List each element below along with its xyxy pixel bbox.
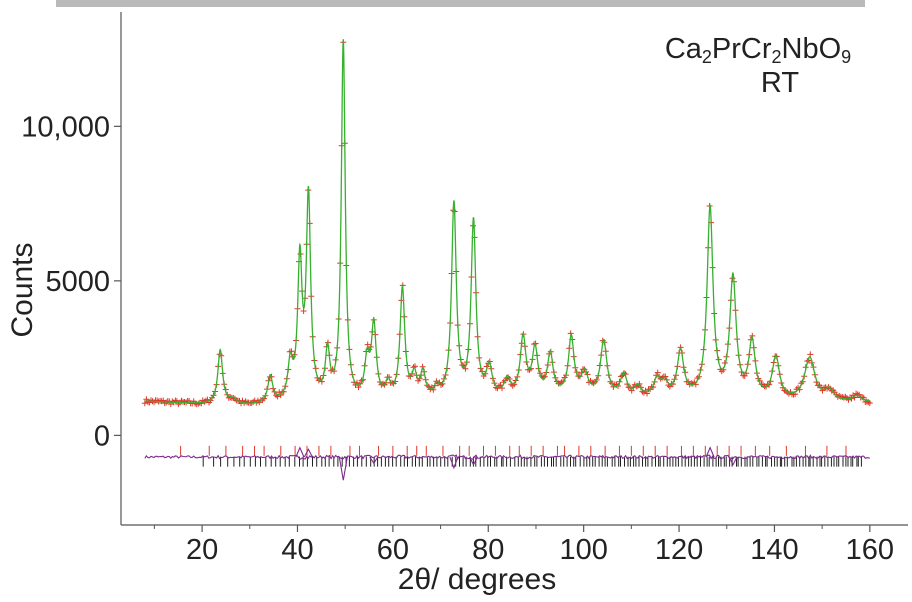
y-tick-label: 10,000 [21,111,110,143]
difference-spike [303,448,313,458]
x-tick-label: 140 [750,534,798,566]
top-decorative-bar [56,0,865,7]
calculated-curve [144,39,870,404]
x-axis-ticks: 20 40 60 80 100 120 140 160 [153,525,894,566]
x-tick-label: 100 [559,534,607,566]
formula-part: 2 [702,47,712,67]
observed-point [511,381,518,388]
formula-part: PrCr [712,33,772,65]
difference-spike [449,456,459,470]
x-tick-label: 40 [281,534,313,566]
difference-spike [469,456,478,466]
y-tick-label: 0 [94,420,110,452]
formula-part: 9 [841,47,851,67]
difference-spike [295,446,305,458]
compound-formula-annotation: Ca2PrCr2NbO9 [665,33,851,67]
condition-annotation: RT [761,67,799,99]
calculated-line [144,39,870,404]
formula-part: 2 [772,47,782,67]
formula-part: Ca [665,33,703,65]
y-axis-title: Counts [6,242,39,337]
y-tick-label: 5000 [45,266,110,298]
x-axis-title: 2θ/ degrees [398,563,556,596]
x-tick-label: 160 [846,534,894,566]
x-tick-label: 80 [472,534,504,566]
observed-point [866,400,873,407]
reflection-markers-phase-1 [180,445,847,456]
x-tick-label: 120 [655,534,703,566]
formula-part: NbO [782,33,842,65]
reflection-markers-phase-2 [202,456,862,467]
difference-line [144,454,870,461]
y-axis-ticks: 0 5000 10,000 [21,111,121,452]
x-tick-label: 20 [186,534,218,566]
difference-spike [338,456,348,481]
plot-frame [120,12,908,526]
difference-spike [369,456,379,465]
difference-curve [144,446,870,481]
x-tick-label: 60 [377,534,409,566]
difference-spike [728,456,738,466]
observed-point [141,400,148,407]
difference-spike [705,446,715,458]
